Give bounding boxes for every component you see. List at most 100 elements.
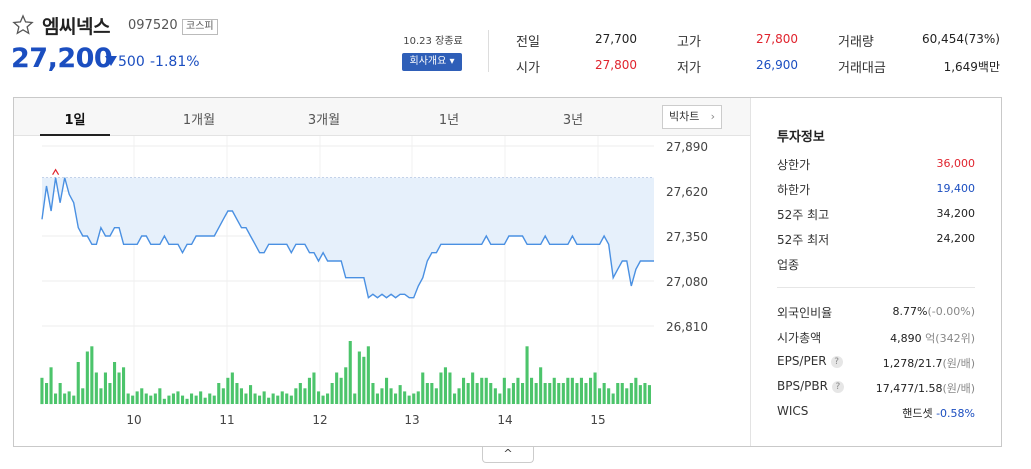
low-value: 26,900: [756, 58, 798, 72]
big-chart-button[interactable]: 빅차트 ›: [662, 105, 722, 129]
volume-bar: [502, 377, 506, 405]
eps-per: 1,278/21.7: [882, 357, 943, 370]
volume-bar: [548, 383, 552, 404]
down-arrow-icon: [105, 56, 117, 66]
tab-1year[interactable]: 1년: [438, 113, 460, 128]
price-area-fill: [42, 177, 654, 298]
volume-bar: [171, 393, 175, 404]
volume-bar: [262, 391, 266, 404]
volume-bar: [176, 391, 180, 404]
volume-bar: [589, 377, 593, 405]
volume-bar: [525, 346, 529, 405]
tab-1month[interactable]: 1개월: [182, 113, 216, 128]
bps-pbr: 17,477/1.58: [875, 382, 943, 395]
volume-bar: [620, 383, 624, 404]
volume-bar: [144, 393, 148, 404]
section-divider: [777, 287, 975, 288]
volume-bar: [611, 393, 615, 404]
eps-per-text: EPS/PER: [777, 354, 827, 368]
volume-bar: [643, 383, 647, 404]
volume-bar: [453, 393, 457, 404]
collapse-chevron-icon[interactable]: ^: [482, 447, 534, 463]
volume-bar: [153, 393, 157, 404]
eps-per-label: EPS/PER?: [777, 354, 843, 368]
help-icon[interactable]: ?: [830, 355, 843, 368]
volume-bar: [235, 383, 239, 404]
price-tick-label: 27,350: [666, 230, 708, 244]
volume-bar: [326, 393, 330, 404]
volume-bar: [647, 385, 651, 404]
volume-bar: [181, 395, 185, 404]
tab-3month[interactable]: 3개월: [307, 113, 341, 128]
prev-close-label: 전일: [516, 35, 540, 50]
volume-bar: [539, 367, 543, 405]
volume-bar: [439, 372, 443, 404]
volume-bar: [634, 377, 638, 405]
panel-divider: [750, 98, 751, 446]
tab-1day[interactable]: 1일: [64, 113, 86, 128]
volume-label: 거래량: [838, 35, 874, 50]
volume-bar: [99, 388, 103, 405]
volume-bar: [434, 388, 438, 405]
volume-bar: [484, 377, 488, 405]
volume-bar: [307, 377, 311, 405]
volume-bar: [208, 393, 212, 404]
high52-label: 52주 최고: [777, 208, 830, 222]
volume-bar: [357, 351, 361, 404]
market-badge: 코스피: [182, 19, 218, 35]
investment-info-panel: 투자정보 상한가 36,000 하한가 19,400 52주 최고 34,200…: [751, 98, 1001, 446]
volume-bar: [566, 377, 570, 405]
volume-bar: [317, 391, 321, 404]
bps-pbr-value: 17,477/1.58(원/배): [876, 380, 975, 396]
volume-bar: [67, 391, 71, 404]
volume-bar: [190, 393, 194, 404]
volume-bar: [45, 383, 49, 404]
volume-bar: [584, 383, 588, 404]
volume-bar: [398, 385, 402, 404]
stock-name[interactable]: 엠씨넥스: [42, 16, 110, 38]
favorite-star-icon[interactable]: [12, 14, 34, 36]
volume-bar: [561, 383, 565, 404]
prev-close-value: 27,700: [595, 32, 637, 46]
tab-3year[interactable]: 3년: [562, 113, 584, 128]
volume-bar: [362, 356, 366, 405]
open-value: 27,800: [595, 58, 637, 72]
volume-bar: [557, 383, 561, 404]
volume-bar: [81, 388, 85, 405]
investment-info-title: 투자정보: [777, 130, 825, 145]
volume-bar: [416, 391, 420, 404]
volume-bar: [511, 383, 515, 404]
price-tick-label: 27,620: [666, 185, 708, 199]
time-tick-label: 15: [590, 413, 605, 427]
foreign-ratio: 8.77%: [892, 305, 928, 318]
volume-bar: [575, 383, 579, 404]
upper-limit-label: 상한가: [777, 158, 811, 172]
volume-bar: [521, 383, 525, 404]
volume-bar: [471, 372, 475, 404]
volume-bar: [103, 372, 107, 404]
wics-sector[interactable]: 핸드셋: [902, 407, 933, 420]
volume-bar: [280, 391, 284, 404]
market-cap-value: 4,890 억(342위): [890, 330, 975, 346]
volume-bar: [579, 377, 583, 405]
volume-bar: [489, 383, 493, 404]
active-tab-underline: [40, 134, 110, 136]
volume-bar: [552, 377, 556, 405]
eps-per-unit: (원/배): [942, 357, 975, 370]
foreign-ratio-label: 외국인비율: [777, 306, 833, 320]
volume-bar: [530, 377, 534, 405]
volume-bar: [457, 388, 461, 405]
volume-bar: [158, 388, 162, 405]
market-cap-label: 시가총액: [777, 331, 822, 345]
high-value: 27,800: [756, 32, 798, 46]
volume-bar: [194, 395, 198, 404]
company-overview-button[interactable]: 회사개요 ▾: [402, 53, 462, 71]
volume-bar: [203, 397, 207, 404]
bps-pbr-label: BPS/PBR?: [777, 379, 844, 393]
help-icon[interactable]: ?: [831, 380, 844, 393]
volume-bar: [258, 395, 262, 404]
volume-bar: [76, 362, 80, 404]
bps-pbr-text: BPS/PBR: [777, 379, 828, 393]
volume-bar: [289, 395, 293, 404]
volume-bar: [625, 388, 629, 405]
